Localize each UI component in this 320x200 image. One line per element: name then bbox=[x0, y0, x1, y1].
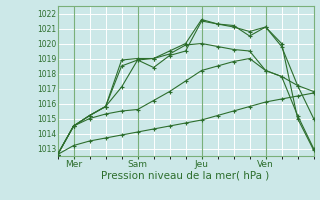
X-axis label: Pression niveau de la mer( hPa ): Pression niveau de la mer( hPa ) bbox=[101, 171, 270, 181]
